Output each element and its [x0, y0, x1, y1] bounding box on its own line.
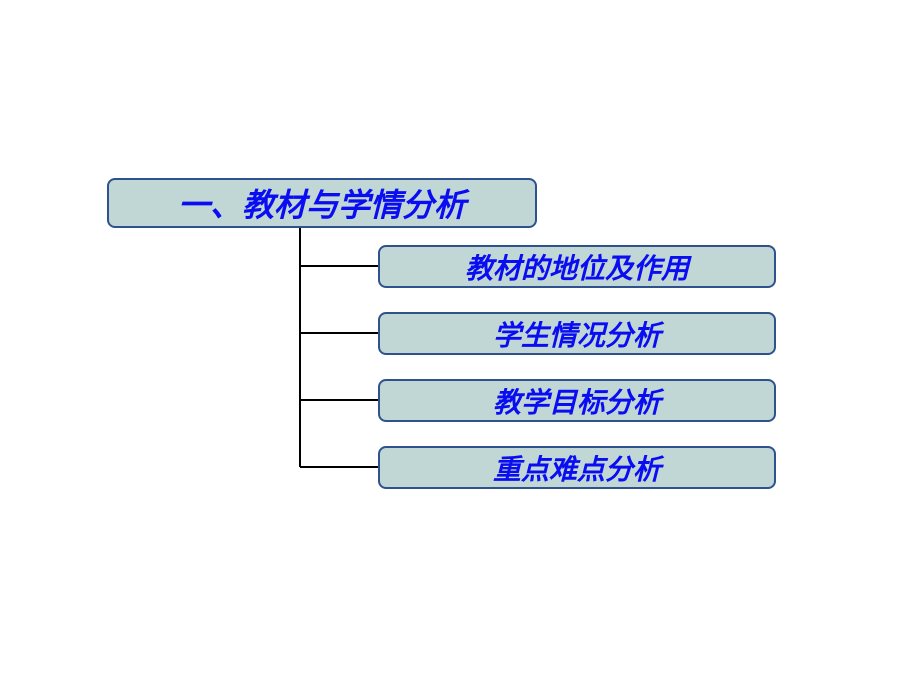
child-label: 教材的地位及作用: [465, 247, 689, 287]
child-label: 重点难点分析: [493, 448, 661, 488]
child-node-3: 教学目标分析: [378, 379, 776, 422]
child-label: 学生情况分析: [493, 314, 661, 354]
child-node-4: 重点难点分析: [378, 446, 776, 489]
child-node-1: 教材的地位及作用: [378, 245, 776, 288]
child-label: 教学目标分析: [493, 381, 661, 421]
child-node-2: 学生情况分析: [378, 312, 776, 355]
diagram-canvas: 一、教材与学情分析 教材的地位及作用 学生情况分析 教学目标分析 重点难点分析: [0, 0, 920, 690]
root-node: 一、教材与学情分析: [107, 178, 537, 228]
root-label: 一、教材与学情分析: [178, 180, 466, 226]
